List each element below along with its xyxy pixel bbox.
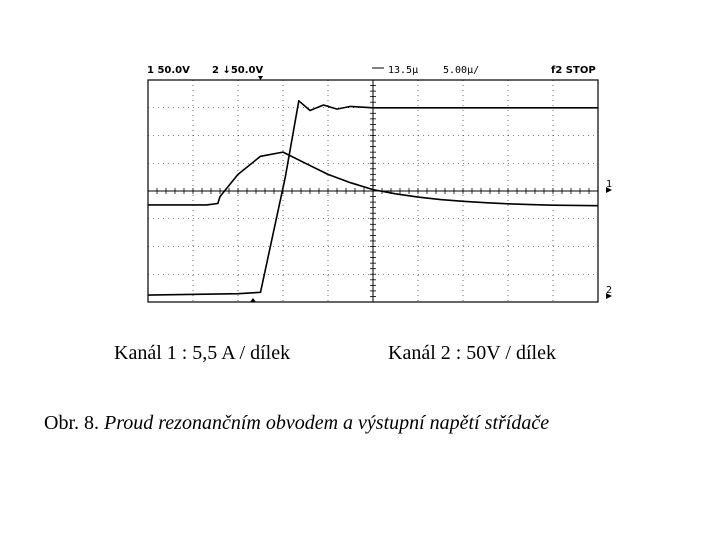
scope-traces <box>147 100 599 296</box>
channel-1-scale-label: Kanál 1 : 5,5 A / dílek <box>114 342 291 364</box>
oscilloscope-chart: 1 50.0V 2 ↓50.0V 13.5µ 5.00µ/ f2 STOP 1 … <box>147 65 612 303</box>
trigger-position-icon <box>258 76 263 80</box>
trigger-point-icon <box>250 298 256 302</box>
channel-2-scale-label: Kanál 2 : 50V / dílek <box>388 342 556 364</box>
scope-header: 1 50.0V 2 ↓50.0V 13.5µ 5.00µ/ f2 STOP <box>147 65 596 80</box>
delay-readout: 13.5µ <box>388 65 418 76</box>
ch1-ground-marker-icon <box>606 187 612 193</box>
figure-number: Obr. 8. <box>44 412 99 434</box>
mode-indicator: f2 STOP <box>551 65 596 76</box>
scope-grid <box>147 79 599 303</box>
trace-channel-2-voltage <box>147 100 598 296</box>
ch2-ground-marker-icon <box>606 293 612 299</box>
timebase-readout: 5.00µ/ <box>443 65 479 76</box>
channel-markers: 1 2 <box>250 179 612 302</box>
ch2-marker-label: 2 <box>606 285 612 296</box>
figure-caption-text: Proud rezonančním obvodem a výstupní nap… <box>104 412 550 434</box>
oscilloscope-screen: 1 50.0V 2 ↓50.0V 13.5µ 5.00µ/ f2 STOP 1 … <box>147 65 612 303</box>
ch1-marker-label: 1 <box>606 179 612 190</box>
trace-channel-1-current <box>148 151 599 207</box>
ch2-setting: 2 ↓50.0V <box>212 65 263 76</box>
figure-caption: Obr. 8. Proud rezonančním obvodem a výst… <box>44 412 549 435</box>
ch1-setting: 1 50.0V <box>147 65 190 76</box>
